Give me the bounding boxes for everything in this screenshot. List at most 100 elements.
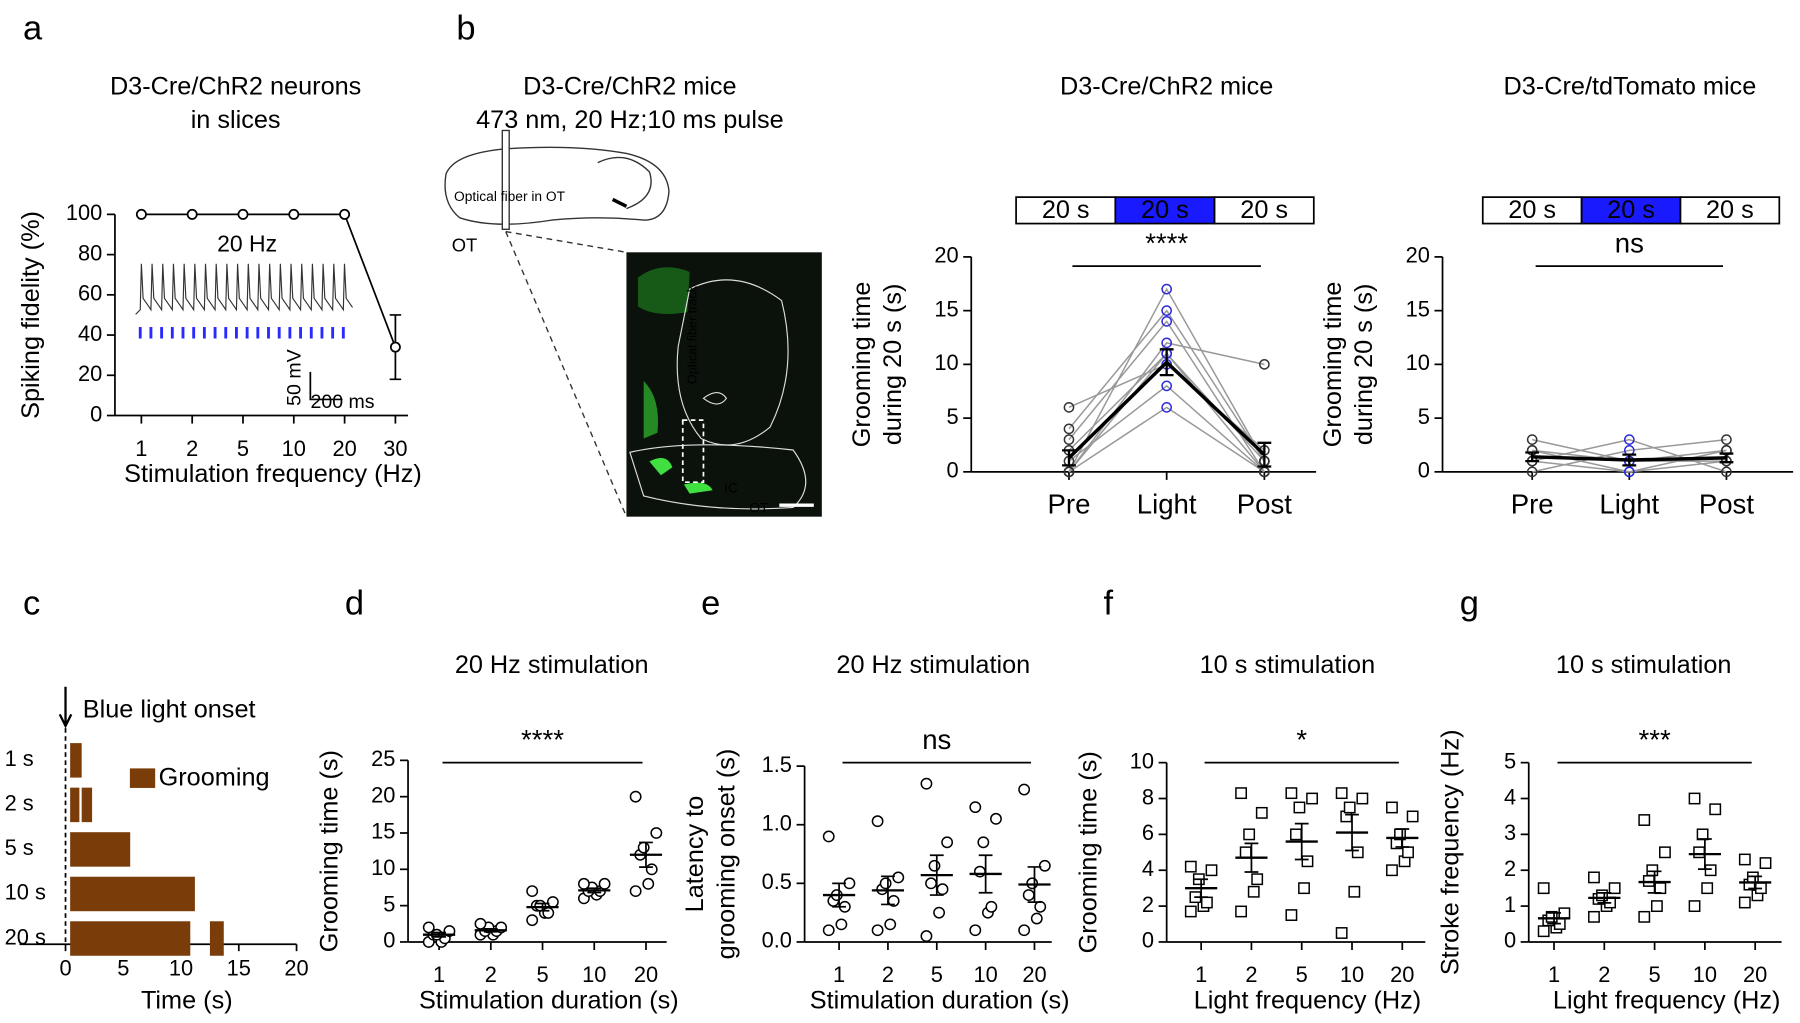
x-tick-label: 5 [1296, 962, 1308, 987]
data-point [871, 815, 884, 828]
data-point [1688, 792, 1701, 805]
data-point [1356, 792, 1369, 805]
x-tick-label: 1 [135, 436, 147, 461]
data-point [1200, 896, 1213, 909]
error-bar [1244, 842, 1259, 873]
panel-letter: b [456, 10, 475, 48]
y-tick-label: 4 [1142, 856, 1154, 881]
data-point [1406, 810, 1419, 823]
y-tick-label: 0.0 [762, 928, 792, 953]
x-tick-label: 2 [1598, 962, 1610, 987]
error-bar [881, 875, 895, 906]
annotation: Blue light onset [83, 696, 256, 724]
panel-letter: e [701, 584, 720, 622]
grooming-bar [209, 921, 224, 956]
chart-title: 20 Hz stimulation [836, 651, 1030, 679]
data-point [1255, 806, 1268, 819]
data-point [1184, 860, 1197, 873]
y-tick-label: 2 [1504, 856, 1516, 881]
data-point [1608, 882, 1621, 895]
error-bar [1395, 828, 1410, 848]
x-axis-label: Stimulation duration (s) [810, 986, 1070, 1014]
data-point [1026, 877, 1039, 890]
error-bar [1647, 870, 1662, 894]
row-label: 1 s [5, 746, 34, 771]
panel-letter: g [1460, 584, 1479, 622]
data-point [1738, 896, 1751, 909]
subject-line [1068, 287, 1266, 473]
y-tick-label: 8 [1142, 784, 1154, 809]
y-tick-label: 0 [1418, 458, 1430, 483]
data-point [1348, 885, 1361, 898]
y-axis-label: during 20 s (s) [1350, 284, 1378, 446]
y-tick-label: 10 [1130, 748, 1154, 773]
image-label: IC [724, 481, 738, 496]
error-bar [1525, 451, 1540, 463]
data-point [1034, 900, 1047, 913]
error-bar [1294, 822, 1309, 861]
error-bar [535, 902, 550, 912]
y-axis-label: Latency to [681, 796, 709, 913]
subject-point [1526, 466, 1538, 478]
y-tick-label: 15 [934, 296, 958, 321]
y-tick-label: 0 [946, 458, 958, 483]
data-point [642, 877, 655, 890]
grooming-bar [70, 921, 191, 956]
data-point [884, 918, 897, 931]
y-tick-label: 100 [66, 200, 102, 225]
significance: *** [1638, 724, 1670, 755]
data-point [920, 930, 933, 943]
subject-line [1068, 342, 1265, 473]
chart-title: 10 s stimulation [1200, 651, 1376, 679]
histology-image [626, 252, 822, 517]
data-point [1638, 910, 1651, 923]
error-bar [1257, 441, 1272, 468]
error-bar [1547, 912, 1561, 925]
x-tick-label: Post [1699, 489, 1755, 520]
y-tick-label: 0.5 [762, 869, 792, 894]
chart-title: D3-Cre/ChR2 mice [1060, 73, 1273, 101]
y-tick-label: 5 [946, 404, 958, 429]
data-point [1343, 801, 1356, 814]
data-point [1402, 846, 1414, 859]
x-tick-label: Pre [1511, 489, 1554, 520]
data-point [474, 917, 487, 930]
y-axis-label: grooming onset (s) [712, 749, 740, 960]
data-point [389, 341, 401, 353]
chart-title: 473 nm, 20 Hz;10 ms pulse [476, 106, 784, 134]
subject-point [1623, 466, 1635, 478]
x-tick-label: 15 [227, 955, 251, 980]
data-point [598, 877, 611, 890]
x-tick-label: 5 [931, 962, 943, 987]
protocol-label: 20 s [1607, 196, 1655, 224]
error-bar [1159, 348, 1174, 377]
data-point [1247, 885, 1260, 898]
y-tick-label: 10 [371, 855, 395, 880]
x-tick-label: 10 [973, 962, 997, 987]
subject-point [1161, 380, 1173, 392]
row-label: 20 s [5, 924, 46, 949]
data-point [629, 790, 642, 803]
x-tick-label: 30 [383, 436, 407, 461]
data-point [1659, 846, 1671, 859]
error-bar [639, 841, 653, 868]
data-point [1545, 910, 1558, 923]
error-bar [1719, 452, 1734, 464]
data-point [1351, 846, 1364, 859]
subject-line [1068, 384, 1265, 473]
chart-title: D3-Cre/ChR2 neurons [110, 73, 361, 101]
subject-point [1161, 316, 1173, 327]
data-point [1746, 871, 1759, 884]
y-tick-label: 5 [1418, 404, 1430, 429]
grooming-bar [81, 787, 93, 823]
x-axis-label: Stimulation duration (s) [419, 986, 679, 1014]
x-tick-label: 1 [1195, 962, 1207, 987]
significance: ns [922, 724, 951, 755]
scale-label: 200 ms [310, 391, 374, 413]
error-bar [1027, 866, 1042, 903]
data-point [835, 918, 848, 931]
data-point [1738, 853, 1751, 866]
y-tick-label: 40 [78, 321, 102, 346]
image-label: Optical fiber track [685, 285, 699, 384]
